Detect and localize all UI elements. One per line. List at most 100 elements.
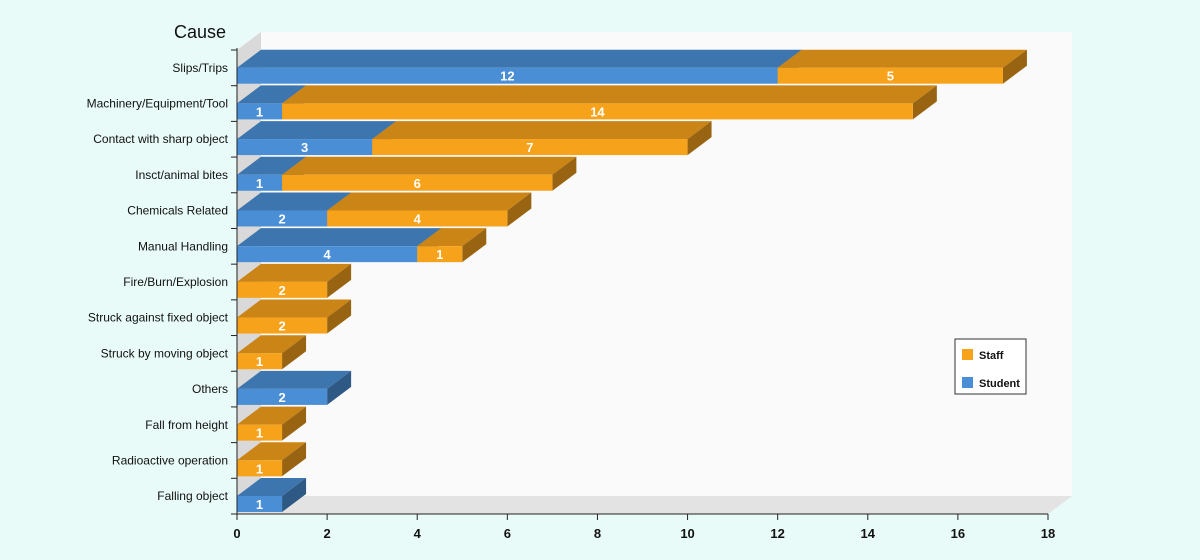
- bar-front-face: [237, 174, 283, 191]
- bar-top-face: [237, 406, 307, 425]
- bar-segment: 1: [237, 406, 307, 441]
- legend-entry: Staff: [979, 350, 1004, 362]
- bar-value-label: 1: [256, 497, 263, 512]
- bar-top-face: [237, 263, 352, 282]
- bar-top-face: [372, 121, 712, 140]
- bar-front-face: [237, 496, 283, 512]
- legend-entry: Student: [979, 378, 1020, 390]
- y-axis-title: Cause: [174, 22, 226, 42]
- bar-segment: 1: [237, 478, 307, 512]
- legend-swatch: [962, 349, 973, 360]
- bar-segment: 2: [237, 370, 352, 405]
- bar-front-face: [237, 246, 418, 263]
- bar-value-label: 1: [256, 461, 263, 476]
- category-label: Manual Handling: [138, 239, 228, 253]
- bar-side-face: [327, 299, 352, 334]
- bar-top-face: [237, 442, 307, 461]
- x-tick-label: 4: [414, 526, 422, 541]
- bar-side-face: [282, 478, 307, 512]
- bar-front-face: [237, 139, 373, 156]
- bar-front-face: [282, 174, 553, 191]
- bar-side-face: [1002, 49, 1027, 84]
- bar-side-face: [282, 406, 307, 441]
- bar-front-face: [282, 103, 913, 120]
- bar-top-face: [237, 85, 307, 104]
- bar-top-face: [327, 192, 532, 211]
- category-label: Fire/Burn/Explosion: [123, 275, 228, 289]
- legend: Staff Student: [954, 338, 1027, 395]
- bar-value-label: 12: [500, 69, 514, 84]
- bar-segment: 4: [327, 192, 532, 227]
- category-label: Others: [192, 382, 228, 396]
- bar-side-face: [462, 228, 487, 263]
- bar-value-label: 14: [590, 104, 605, 119]
- category-label: Fall from height: [145, 418, 228, 432]
- bar-segment: 1: [237, 335, 307, 370]
- bar-segment: 2: [237, 263, 352, 298]
- bar-segment: 3: [237, 121, 397, 156]
- bar-segment: 4: [237, 228, 442, 263]
- bar-value-label: 1: [256, 426, 263, 441]
- bar-segment: 1: [237, 442, 307, 477]
- bar-front-face: [237, 317, 328, 334]
- x-tick-label: 16: [951, 526, 965, 541]
- bar-value-label: 2: [278, 319, 285, 334]
- bar-top-face: [237, 299, 352, 318]
- bar-side-face: [552, 156, 577, 191]
- bar-top-face: [237, 156, 307, 175]
- axes-group: Slips/Trips Machinery/Equipment/Tool Conta…: [87, 48, 1055, 541]
- x-tick-label: 14: [861, 526, 876, 541]
- x-tick-label: 8: [594, 526, 601, 541]
- bar-top-face: [237, 370, 352, 389]
- bar-value-label: 6: [414, 176, 421, 191]
- category-label: Falling object: [157, 489, 228, 503]
- bar-top-face: [417, 228, 487, 247]
- bar-value-label: 2: [278, 211, 285, 226]
- bar-value-label: 4: [323, 247, 331, 262]
- category-label: Struck by moving object: [101, 346, 229, 360]
- bar-segment: 6: [282, 156, 577, 191]
- bar-front-face: [237, 388, 328, 405]
- bar-front-face: [327, 210, 508, 227]
- bar-top-face: [282, 156, 577, 175]
- category-label: Insct/animal bites: [135, 168, 228, 182]
- bar-front-face: [237, 281, 328, 298]
- bar-value-label: 1: [256, 176, 263, 191]
- bar-front-face: [372, 139, 688, 156]
- bar-top-face: [237, 121, 397, 140]
- bar-top-face: [237, 192, 352, 211]
- bar-front-face: [237, 424, 283, 441]
- bar-segment: 7: [372, 121, 712, 156]
- bar-value-label: 4: [414, 211, 422, 226]
- bar-front-face: [237, 460, 283, 477]
- bar-side-face: [327, 263, 352, 298]
- bar-front-face: [237, 103, 283, 120]
- x-tick-label: 0: [233, 526, 240, 541]
- x-tick-label: 12: [770, 526, 784, 541]
- category-label: Radioactive operation: [112, 453, 228, 467]
- bar-side-face: [912, 85, 937, 120]
- bar-segment: 12: [237, 49, 802, 84]
- bar-top-face: [237, 49, 802, 68]
- bar-value-label: 5: [887, 69, 894, 84]
- bar-segment: 2: [237, 299, 352, 334]
- bar-value-label: 1: [256, 104, 263, 119]
- category-label: Machinery/Equipment/Tool: [87, 97, 228, 111]
- bar-value-label: 1: [436, 247, 443, 262]
- bar-front-face: [237, 353, 283, 370]
- bar-top-face: [777, 49, 1027, 68]
- bar-value-label: 1: [256, 354, 263, 369]
- bar-front-face: [237, 67, 778, 84]
- x-tick-label: 2: [323, 526, 330, 541]
- category-label: Slips/Trips: [172, 61, 228, 75]
- bar-top-face: [237, 335, 307, 354]
- category-label: Contact with sharp object: [93, 132, 228, 146]
- bar-value-label: 2: [278, 283, 285, 298]
- legend-swatch: [962, 377, 973, 388]
- bar-value-label: 2: [278, 390, 285, 405]
- plot-floor: [237, 496, 1072, 514]
- category-label: Struck against fixed object: [88, 311, 229, 325]
- x-tick-label: 10: [680, 526, 694, 541]
- category-label: Chemicals Related: [127, 204, 228, 218]
